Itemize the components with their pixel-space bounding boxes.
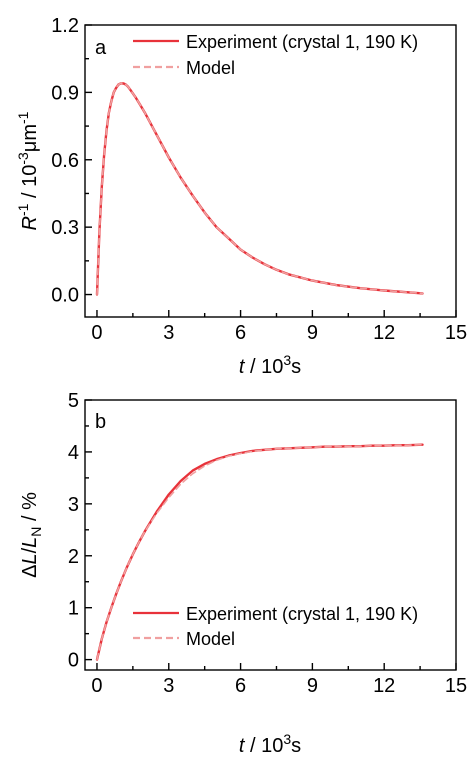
x-tick-label-a-5: 15	[445, 322, 467, 344]
series-line-b-experiment	[95, 443, 424, 661]
x-tick-label-b-4: 12	[373, 675, 395, 697]
series-a	[95, 82, 424, 296]
legend-label-model-b: Model	[186, 629, 235, 649]
legend-label-experiment-b: Experiment (crystal 1, 190 K)	[186, 604, 418, 624]
panel-label-a: a	[95, 37, 107, 59]
x-tick-label-b-3: 9	[307, 675, 318, 697]
y-tick-label-b-5: 5	[68, 390, 79, 412]
x-axis-title-b: t / 103s	[239, 731, 301, 757]
legend-label-model-a: Model	[186, 58, 235, 78]
y-tick-label-a-3: 0.9	[51, 82, 79, 104]
legend-a: Experiment (crystal 1, 190 K) Model	[133, 32, 418, 78]
series-line-a-model	[96, 82, 424, 296]
x-tick-label-a-2: 6	[235, 322, 246, 344]
y-axis-title-b: ΔL/LN / %	[19, 492, 44, 578]
x-axis-title-a: t / 103s	[239, 352, 301, 378]
legend-b: Experiment (crystal 1, 190 K) Model	[133, 604, 418, 649]
x-tick-label-b-0: 0	[91, 675, 102, 697]
y-axis-title-a: R-1 / 10-3μm-1	[15, 111, 41, 230]
legend-label-experiment-a: Experiment (crystal 1, 190 K)	[186, 32, 418, 52]
y-tick-label-b-2: 2	[68, 546, 79, 568]
series-b	[95, 443, 424, 661]
y-tick-label-b-0: 0	[68, 650, 79, 672]
panel-a: 0 3 6 9 12 15 0.0 0.3 0.6 0.9 1.2 a Experiment (cr…	[15, 15, 467, 378]
x-tick-label-b-2: 6	[235, 675, 246, 697]
y-tick-label-b-1: 1	[68, 598, 79, 620]
plot-frame-a	[84, 24, 457, 318]
x-tick-label-a-4: 12	[373, 322, 395, 344]
x-tick-label-b-1: 3	[163, 675, 174, 697]
series-line-a-experiment	[95, 82, 424, 296]
panel-label-b: b	[95, 411, 106, 433]
y-tick-label-a-0: 0.0	[51, 285, 79, 307]
y-tick-label-b-3: 3	[68, 494, 79, 516]
series-line-b-model	[96, 443, 424, 661]
plot-frame-b	[84, 399, 457, 671]
x-tick-label-a-3: 9	[307, 322, 318, 344]
y-tick-label-a-1: 0.3	[51, 217, 79, 239]
y-tick-label-a-4: 1.2	[51, 15, 79, 37]
x-tick-label-b-5: 15	[445, 675, 467, 697]
y-tick-label-b-4: 4	[68, 442, 79, 464]
y-tick-label-a-2: 0.6	[51, 150, 79, 172]
x-tick-label-a-1: 3	[163, 322, 174, 344]
axes-a: 0 3 6 9 12 15 0.0 0.3 0.6 0.9 1.2	[51, 15, 467, 344]
x-tick-label-a-0: 0	[91, 322, 102, 344]
